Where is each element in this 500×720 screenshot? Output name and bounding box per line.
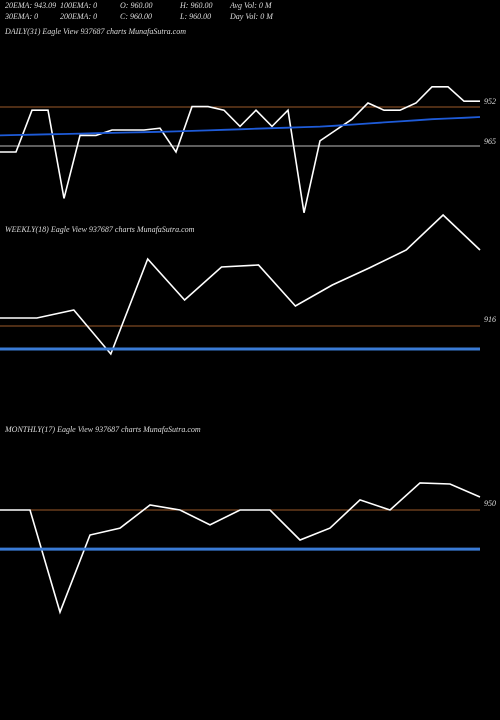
ema-line [0, 116, 481, 137]
level-label: 950 [484, 499, 496, 508]
header-stat: C: 960.00 [120, 12, 152, 21]
header-stat: 20EMA: 943.09 [5, 1, 56, 10]
header-stat: Avg Vol: 0 M [229, 1, 273, 10]
header-stat: L: 960.00 [179, 12, 211, 21]
header-stat: 100EMA: 0 [60, 1, 97, 10]
header-stat: O: 960.00 [120, 1, 152, 10]
header-stat: Day Vol: 0 M [229, 12, 274, 21]
level-label: 916 [484, 315, 496, 324]
panel-title: MONTHLY(17) Eagle View 937687 charts Mun… [4, 425, 201, 434]
price-line [0, 86, 480, 213]
price-line [0, 482, 481, 615]
panel-title: WEEKLY(18) Eagle View 937687 charts Muna… [5, 225, 195, 234]
header-stat: 200EMA: 0 [60, 12, 97, 21]
price-line [0, 213, 481, 356]
header-stat: 30EMA: 0 [4, 12, 38, 21]
header-stat: H: 960.00 [179, 1, 212, 10]
level-label: 965 [484, 137, 496, 146]
level-label: 952 [484, 97, 496, 106]
panel-title: DAILY(31) Eagle View 937687 charts Munaf… [4, 27, 186, 36]
